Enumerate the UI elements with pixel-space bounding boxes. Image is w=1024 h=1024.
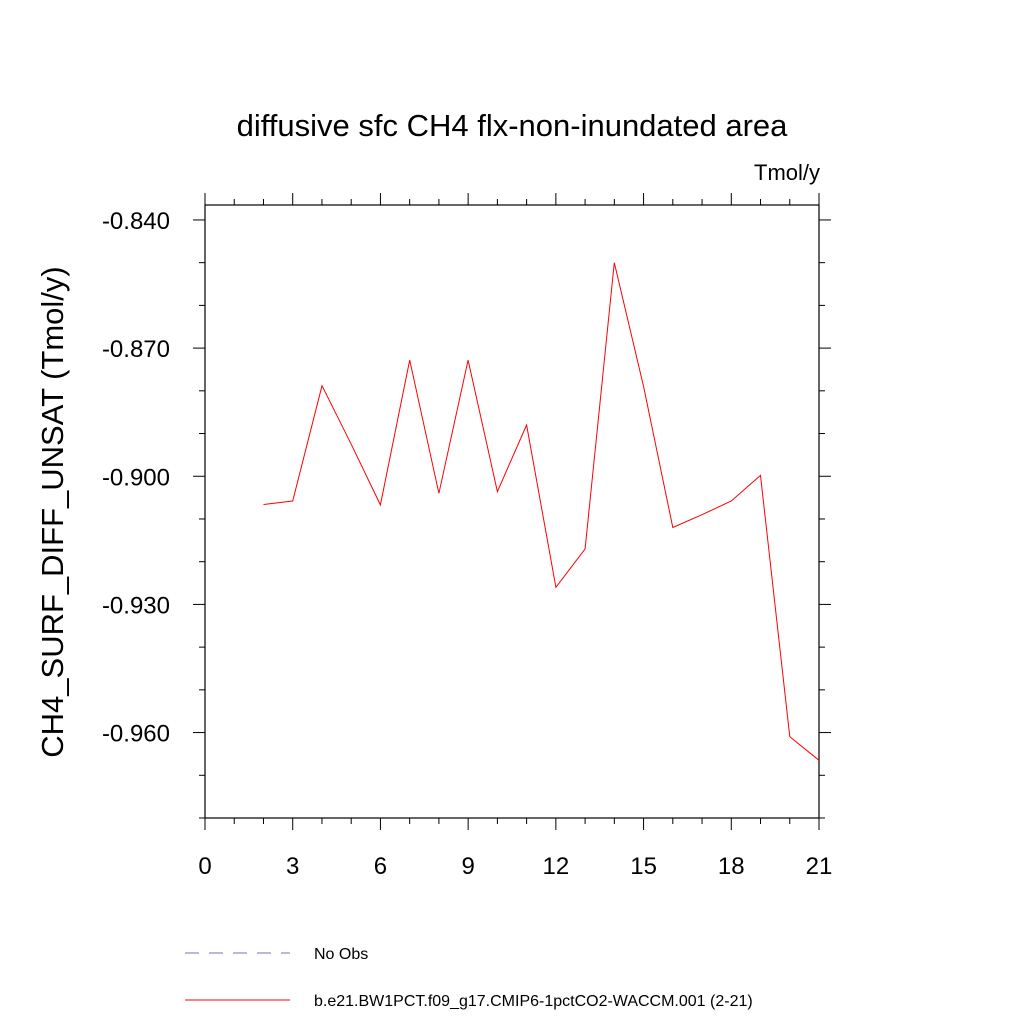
x-tick-label: 3 bbox=[286, 853, 299, 880]
series-layer bbox=[263, 262, 820, 761]
legend-label-model-run: b.e21.BW1PCT.f09_g17.CMIP6-1pctCO2-WACCM… bbox=[314, 993, 753, 1010]
y-tick-label: -0.840 bbox=[102, 208, 170, 235]
y-tick-label: -0.870 bbox=[102, 336, 170, 363]
legend-label-no-obs: No Obs bbox=[314, 946, 368, 963]
series-line-1 bbox=[263, 262, 820, 761]
axis-tick-labels: 0 3 6 9 12 15 18 21 -0.840 -0.870 -0.900 -0.930 -0.9… bbox=[102, 208, 832, 880]
x-tick-label: 6 bbox=[374, 853, 387, 880]
units-label: Tmol/y bbox=[754, 160, 820, 185]
x-tick-label: 9 bbox=[461, 853, 474, 880]
y-axis-label: CH4_SURF_DIFF_UNSAT (Tmol/y) bbox=[35, 266, 70, 757]
axis-ticks bbox=[193, 193, 831, 830]
x-tick-label: 21 bbox=[806, 853, 833, 880]
y-tick-label: -0.930 bbox=[102, 592, 170, 619]
chart-title: diffusive sfc CH4 flx-non-inundated area bbox=[237, 108, 789, 143]
x-tick-label: 15 bbox=[630, 853, 657, 880]
plot-frame bbox=[204, 204, 820, 819]
x-tick-label: 18 bbox=[718, 853, 745, 880]
x-tick-label: 0 bbox=[198, 853, 211, 880]
y-tick-label: -0.960 bbox=[102, 721, 170, 748]
y-tick-label: -0.900 bbox=[102, 464, 170, 491]
x-tick-label: 12 bbox=[543, 853, 570, 880]
legend: No Obs b.e21.BW1PCT.f09_g17.CMIP6-1pctCO… bbox=[185, 946, 753, 1010]
